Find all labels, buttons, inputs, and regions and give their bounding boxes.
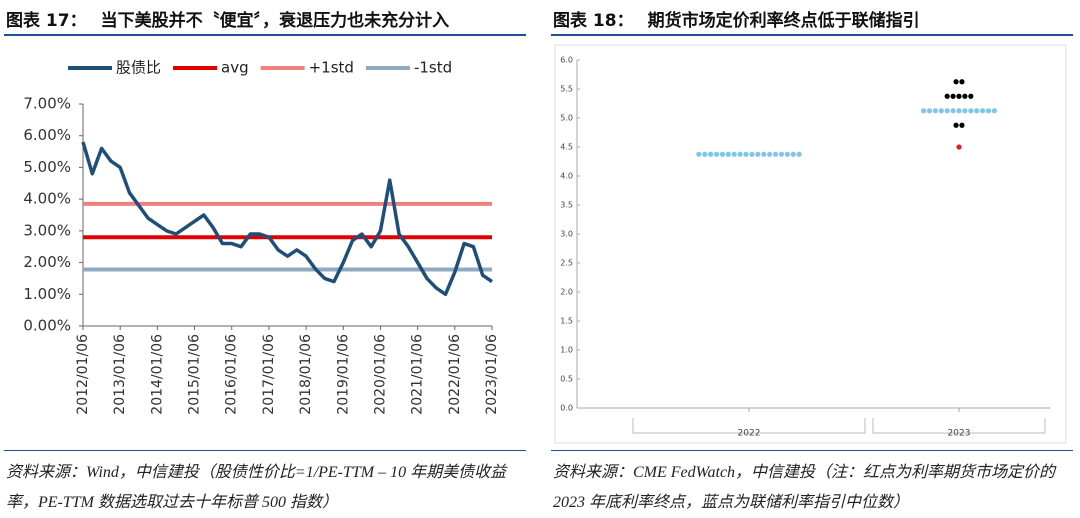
y-tick-label: 1.5 <box>560 317 573 326</box>
rule <box>551 450 1073 451</box>
x-tick-label: 2022/01/06 <box>447 334 463 415</box>
y-tick-label: 3.00% <box>23 221 71 239</box>
dot <box>743 151 749 157</box>
y-tick-label: 4.00% <box>23 190 71 208</box>
x-tick-label: 2014/01/06 <box>149 334 165 415</box>
y-tick-label: 1.0 <box>560 346 573 355</box>
y-tick-label: 5.5 <box>560 85 573 94</box>
source: 资料来源：Wind，中信建投（股债性价比=1/PE-TTM – 10 年期美债收… <box>6 464 507 511</box>
dot <box>696 151 702 157</box>
dot <box>932 108 939 114</box>
dot <box>956 108 962 114</box>
dot <box>953 79 959 85</box>
dot <box>980 108 986 114</box>
dot <box>959 79 965 85</box>
y-tick-label: 5.0 <box>560 114 573 123</box>
dot <box>749 151 755 157</box>
dot <box>796 151 802 157</box>
y-tick-label: 7.00% <box>23 95 71 113</box>
dot <box>784 151 790 157</box>
dot <box>968 108 974 114</box>
figure-label: 图表 18： <box>553 11 634 31</box>
dot <box>956 144 962 150</box>
x-tick-label: 2015/01/06 <box>187 334 203 415</box>
dot <box>950 108 956 114</box>
x-tick-label: 2021/01/06 <box>410 334 426 415</box>
dot <box>772 151 779 157</box>
y-tick-label: 0.5 <box>560 375 573 384</box>
dot <box>950 93 956 99</box>
x-tick-label: 2018/01/06 <box>298 334 314 415</box>
dot <box>962 93 968 99</box>
dot <box>956 93 962 99</box>
dot <box>974 108 980 114</box>
y-tick-label: 0.00% <box>23 317 71 335</box>
y-tick-label: 2.5 <box>560 259 573 268</box>
title-text: 当下美股并不〝便宜〞，衰退压力也未充分计入 <box>100 11 450 31</box>
rule <box>4 450 526 451</box>
dot <box>944 108 950 114</box>
chart-frame <box>554 44 1067 444</box>
dot <box>767 151 773 157</box>
dot <box>944 93 950 99</box>
dot <box>790 151 796 157</box>
y-tick-label: 3.0 <box>560 230 573 239</box>
dot <box>953 122 959 128</box>
y-tick-label: 2.00% <box>23 253 71 271</box>
category-bracket <box>872 418 1046 434</box>
dot <box>959 122 965 128</box>
x-tick-label: 2019/01/06 <box>335 334 351 415</box>
dot <box>719 151 726 157</box>
charts: 0.00% 1.00% 2.00% 3.00% 4.00% 5.00% 6.00% 7.00%… <box>23 44 1067 444</box>
dot <box>761 151 767 157</box>
dot <box>926 108 933 114</box>
source: 资料来源：CME FedWatch，中信建投（注：红点为利率期货市场定价的 20… <box>553 464 1056 511</box>
dot <box>708 151 714 157</box>
x-tick-label: 2013/01/06 <box>112 334 128 415</box>
x-tick-label: 2023 <box>948 429 971 439</box>
legend-label: -1std <box>414 59 452 77</box>
x-tick-label: 2020/01/06 <box>372 334 388 415</box>
figure-title: 图表 18： 期货市场定价利率终点低于联储指引 <box>553 6 934 31</box>
legend-label: avg <box>221 59 249 77</box>
y-tick-label: 6.00% <box>23 126 71 144</box>
x-tick-label: 2017/01/06 <box>261 334 277 415</box>
dot <box>938 108 944 114</box>
dot <box>737 151 743 157</box>
line <box>81 141 493 297</box>
figure-label: 图表 17： <box>6 11 87 31</box>
dot <box>702 151 708 157</box>
dot <box>731 151 737 157</box>
dot <box>778 151 785 157</box>
rule <box>4 34 526 36</box>
dot <box>755 151 761 157</box>
y-tick-label: 3.5 <box>560 201 573 210</box>
y-tick-label: 1.00% <box>23 285 71 303</box>
dot <box>921 108 927 114</box>
x-tick-label: 2016/01/06 <box>224 334 240 415</box>
rule <box>551 34 1073 36</box>
category-bracket <box>632 418 866 434</box>
title-text: 期货市场定价利率终点低于联储指引 <box>647 11 920 31</box>
dot <box>968 93 974 99</box>
dot <box>991 108 998 114</box>
dot <box>713 151 720 157</box>
y-tick-label: 4.0 <box>560 172 573 181</box>
x-tick-label: 2023/01/06 <box>484 334 500 415</box>
figure-title: 图表 17： 当下美股并不〝便宜〞，衰退压力也未充分计入 <box>6 6 463 31</box>
dot <box>725 151 731 157</box>
dot <box>985 108 992 114</box>
x-tick-label: 2022 <box>738 429 761 439</box>
y-tick-label: 6.0 <box>560 56 573 65</box>
dot <box>962 108 968 114</box>
y-tick-label: 4.5 <box>560 143 573 152</box>
legend-label: +1std <box>309 59 354 77</box>
y-tick-label: 0.0 <box>560 404 573 413</box>
y-tick-label: 2.0 <box>560 288 573 297</box>
x-tick-label: 2012/01/06 <box>75 334 91 415</box>
y-tick-label: 5.00% <box>23 158 71 176</box>
legend-label: 股债比 <box>116 59 161 77</box>
